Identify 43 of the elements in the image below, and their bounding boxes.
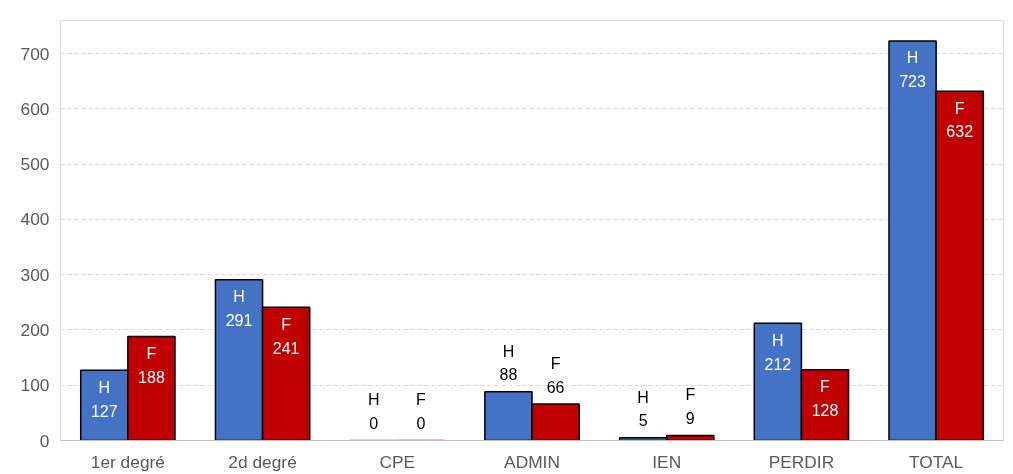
data-label: 723 [899, 73, 927, 91]
text: H [637, 388, 649, 406]
x-tick-label: 1er degré [90, 451, 165, 472]
x-tick-label: PERDIR [768, 451, 835, 472]
text: F [281, 315, 292, 333]
y-tick-label: 600 [20, 98, 50, 119]
text: H [367, 391, 380, 409]
x-tick-label: 2d degré [228, 451, 297, 472]
text: H [502, 342, 515, 360]
data-label: 66 [546, 378, 565, 396]
text: F [550, 354, 561, 372]
y-tick-label: 200 [20, 319, 50, 340]
data-label: 241 [272, 339, 300, 357]
text: F [415, 391, 426, 409]
data-label: 127 [90, 402, 118, 420]
data-label: 0 [416, 415, 426, 433]
data-label: 291 [225, 311, 253, 329]
y-tick-label: 300 [20, 264, 50, 285]
x-tick-label: TOTAL [909, 451, 964, 472]
y-tick-label: 100 [20, 375, 50, 396]
text: H [772, 331, 784, 349]
data-label: 632 [946, 123, 974, 141]
data-label: 88 [499, 366, 518, 384]
data-label: 5 [638, 412, 648, 430]
y-tick-label: 700 [20, 43, 50, 64]
data-label: 0 [369, 415, 379, 433]
series-label: F [146, 345, 157, 363]
data-label: 128 [811, 401, 839, 419]
series-label: H [233, 288, 245, 306]
data-label: 188 [138, 368, 165, 386]
x-tick-label: CPE [379, 451, 416, 472]
x-tick-label: ADMIN [504, 451, 560, 472]
y-tick-label: 400 [20, 209, 50, 230]
y-tick-label: 0 [39, 430, 50, 451]
x-tick-label: IEN [652, 451, 682, 472]
text: H [98, 378, 111, 396]
y-tick-label: 500 [20, 154, 50, 175]
text: F [820, 378, 830, 396]
text: F [685, 386, 696, 404]
data-label: 212 [764, 355, 792, 373]
text: H [906, 49, 919, 67]
data-label: 9 [685, 410, 695, 428]
text: F [954, 99, 965, 117]
